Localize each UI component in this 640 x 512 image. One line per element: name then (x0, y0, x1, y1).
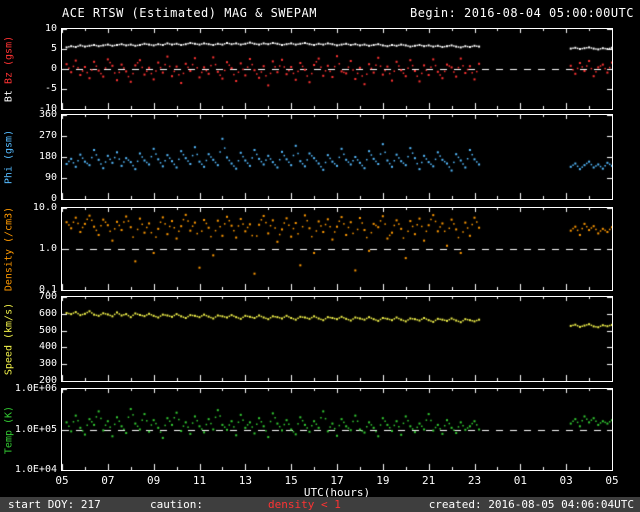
panel-axis-label-mag: Bt Bz (gsm) (4, 36, 15, 102)
y-tick-label: 360 (38, 109, 57, 120)
phi-plot-canvas (62, 115, 612, 199)
panel-axis-label-speed: Speed (km/s) (4, 303, 15, 375)
y-tick-label: 1.0 (38, 243, 57, 254)
panel-axis-label-density: Density (/cm3) (4, 207, 15, 291)
y-tick-label: 0.1 (38, 284, 57, 295)
x-tick-label: 13 (238, 474, 252, 487)
y-tick-label: 200 (38, 375, 57, 386)
x-tick-label: 05 (605, 474, 619, 487)
x-tick-label: 11 (192, 474, 207, 487)
y-tick-label: 0 (50, 193, 57, 204)
mag-plot-canvas (62, 29, 612, 109)
x-tick-label: 19 (376, 474, 390, 487)
y-tick-label: 180 (38, 151, 57, 162)
x-tick-label: 09 (147, 474, 161, 487)
axis-label-part: Bz (gsm) (3, 35, 15, 85)
panel-temp (61, 388, 613, 471)
panel-density (61, 207, 613, 291)
x-tick-label: 07 (101, 474, 115, 487)
x-tick-label: 21 (422, 474, 436, 487)
x-tick-label: 23 (467, 474, 482, 487)
caution-value: density < 1 (268, 498, 341, 511)
panel-mag (61, 28, 613, 110)
y-tick-label: 1.0E+05 (14, 423, 57, 435)
x-axis-title: UTC(hours) (303, 486, 371, 499)
axis-label-part: Density (/cm3) (3, 206, 15, 292)
panel-phi (61, 114, 613, 200)
y-tick-label: 0 (50, 63, 57, 74)
y-tick-label: 700 (38, 291, 57, 302)
y-tick-label: 300 (38, 358, 57, 370)
axis-label-part: Temp (K) (3, 405, 15, 454)
x-tick-label: 03 (559, 474, 573, 487)
y-tick-label: 90 (44, 172, 57, 183)
plot-title: ACE RTSW (Estimated) MAG & SWEPAM (62, 6, 317, 20)
speed-plot-canvas (62, 297, 612, 381)
y-tick-label: 10 (44, 23, 57, 34)
x-tick-label: 05 (55, 474, 69, 487)
panel-speed (61, 296, 613, 382)
temp-plot-canvas (62, 389, 612, 470)
axis-label-part: Bt (3, 84, 15, 103)
y-tick-label: 5 (50, 43, 57, 54)
begin-timestamp: Begin: 2016-08-04 05:00:00UTC (409, 6, 634, 20)
y-tick-label: 600 (38, 307, 57, 319)
density-plot-canvas (62, 208, 612, 290)
caution-label: caution: (150, 498, 203, 511)
start-doy-label: start DOY: 217 (8, 498, 101, 511)
x-tick-label: 17 (330, 474, 344, 487)
panel-axis-label-phi: Phi (gsm) (4, 130, 15, 184)
panel-axis-label-temp: Temp (K) (4, 405, 15, 453)
y-tick-label: 270 (38, 130, 57, 141)
x-tick-label: 15 (284, 474, 298, 487)
axis-label-part: Phi (gsm) (3, 129, 15, 185)
y-tick-label: 10.0 (32, 202, 57, 213)
y-tick-label: 500 (38, 324, 57, 336)
footer-bar: start DOY: 217 caution: density < 1 crea… (0, 497, 640, 512)
y-tick-label: 400 (38, 341, 57, 353)
axis-label-part: Speed (km/s) (3, 302, 15, 376)
y-tick-label: 1.0E+06 (14, 383, 57, 394)
y-tick-label: -5 (44, 83, 57, 94)
created-timestamp: created: 2016-08-05 04:06:04UTC (428, 498, 634, 511)
x-tick-label: 01 (513, 474, 527, 487)
y-tick-label: 1.0E+04 (14, 464, 57, 475)
y-tick-label: -10 (38, 103, 57, 114)
